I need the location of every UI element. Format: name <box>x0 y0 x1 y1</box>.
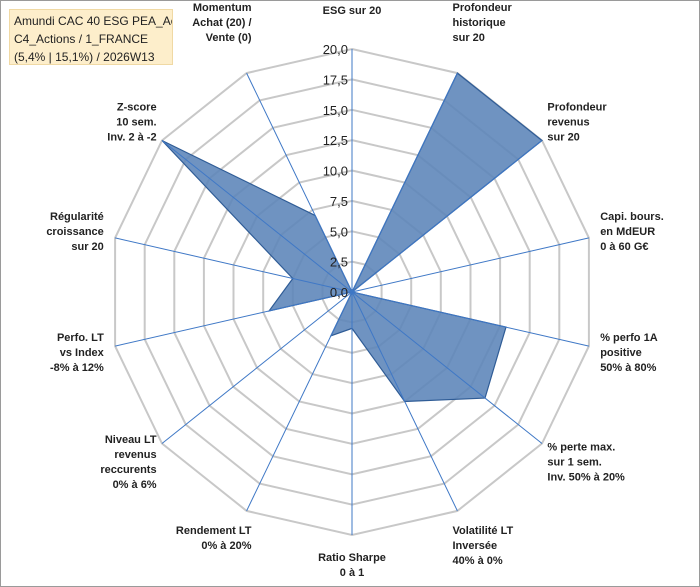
axis-label-line: revenus <box>114 449 156 461</box>
axis-label-line: 0% à 20% <box>201 540 251 552</box>
axis-label-line: Perfo. LT <box>57 332 104 344</box>
axis-label-line: Capi. bours. <box>600 211 664 223</box>
axis-label-line: 10 sem. <box>116 116 156 128</box>
axis-spoke <box>351 140 543 293</box>
axis-label-line: Profondeur <box>453 2 513 14</box>
axis-label-line: Inv. 2 à -2 <box>107 131 156 143</box>
axis-spoke <box>246 72 353 293</box>
axis-label: Régularité croissance sur 20 <box>46 211 103 253</box>
axis-label-line: Volatilité LT <box>453 525 514 537</box>
axis-label-line: historique <box>453 17 506 29</box>
tick-label: 20,0 <box>323 42 348 57</box>
tick-label: 7,5 <box>330 194 348 209</box>
axis-label-line: Note <box>340 1 364 2</box>
axis-label-line: Profondeur <box>547 101 607 113</box>
tick-label: 0,0 <box>330 285 348 300</box>
tick-label: 15,0 <box>323 103 348 118</box>
axis-label-line: Inversée <box>453 540 498 552</box>
axis-spoke <box>114 291 353 347</box>
title-line-1: Amundi CAC 40 ESG PEA_Acc <box>14 14 173 28</box>
axis-label-line: Z-score <box>117 101 157 113</box>
title-line-3: (5,4% | 15,1%) / 2026W13 <box>14 50 155 64</box>
axis-label-line: positive <box>600 347 642 359</box>
axis-spoke <box>246 291 353 512</box>
axis-label: % perfo 1A positive 50% à 80% <box>600 332 658 374</box>
axis-label-line: Achat (20) / <box>192 17 251 29</box>
axis-label-line: vs Index <box>60 347 105 359</box>
tick-label: 12,5 <box>323 133 348 148</box>
chart-title-box: Amundi CAC 40 ESG PEA_Acc C4_Actions / 1… <box>9 9 173 65</box>
axis-label: Capi. bours. en MdEUR 0 à 60 G€ <box>600 211 664 253</box>
axis-label: Profondeur revenus sur 20 <box>547 101 607 143</box>
axis-label: Ratio Sharpe 0 à 1 <box>318 552 386 579</box>
tick-label: 10,0 <box>323 164 348 179</box>
axis-label-line: Momentum <box>193 2 252 14</box>
axis-label-line: 50% à 80% <box>600 362 656 374</box>
axis-label: Note ESG sur 20 <box>323 1 382 17</box>
axis-label-line: sur 1 sem. <box>547 457 601 469</box>
axis-label-line: sur 20 <box>453 32 485 44</box>
axis-label-line: Vente (0) <box>206 32 252 44</box>
axis-spoke <box>351 291 590 347</box>
axis-label-line: % perfo 1A <box>600 332 658 344</box>
axis-spoke <box>351 291 458 512</box>
axis-label: Niveau LT revenus reccurents 0% à 6% <box>100 434 157 491</box>
axis-spoke <box>351 72 458 293</box>
tick-label: 2,5 <box>330 255 348 270</box>
axis-label-line: sur 20 <box>71 241 103 253</box>
axis-label-line: reccurents <box>100 464 156 476</box>
tick-label: 17,5 <box>323 72 348 87</box>
axis-label-line: Rendement LT <box>176 525 252 537</box>
axis-label: % perte max. sur 1 sem. Inv. 50% à 20% <box>547 442 625 484</box>
axis-spoke <box>351 291 543 444</box>
axis-label: Z-score 10 sem. Inv. 2 à -2 <box>107 101 156 143</box>
axis-label: Momentum Achat (20) / Vente (0) <box>192 2 252 44</box>
axis-spoke <box>114 237 353 293</box>
axis-label-line: croissance <box>46 226 103 238</box>
axis-label-line: en MdEUR <box>600 226 655 238</box>
axis-label-line: 0 à 60 G€ <box>600 241 648 253</box>
axis-label: Profondeur historique sur 20 <box>453 2 513 44</box>
axis-label-line: ESG sur 20 <box>323 5 382 17</box>
axis-label-line: sur 20 <box>547 131 579 143</box>
axis-label-line: 0 à 1 <box>340 567 364 579</box>
axis-label-line: revenus <box>547 116 589 128</box>
axis-label-line: % perte max. <box>547 442 615 454</box>
axis-label-line: Inv. 50% à 20% <box>547 472 625 484</box>
axis-label: Rendement LT 0% à 20% <box>176 525 252 552</box>
axis-spoke <box>161 140 353 293</box>
axis-spoke <box>161 291 353 444</box>
axis-label-line: -8% à 12% <box>50 362 104 374</box>
axis-label-line: Régularité <box>50 211 104 223</box>
axis-label-line: 40% à 0% <box>453 555 503 567</box>
axis-spoke <box>351 237 590 293</box>
title-line-2: C4_Actions / 1_FRANCE <box>14 32 149 46</box>
axis-label-line: Ratio Sharpe <box>318 552 386 564</box>
axis-label: Volatilité LT Inversée 40% à 0% <box>453 525 514 567</box>
tick-label: 5,0 <box>330 224 348 239</box>
axis-label-line: Niveau LT <box>105 434 157 446</box>
axis-label-line: 0% à 6% <box>113 479 157 491</box>
axis-label: Perfo. LT vs Index -8% à 12% <box>50 332 105 374</box>
